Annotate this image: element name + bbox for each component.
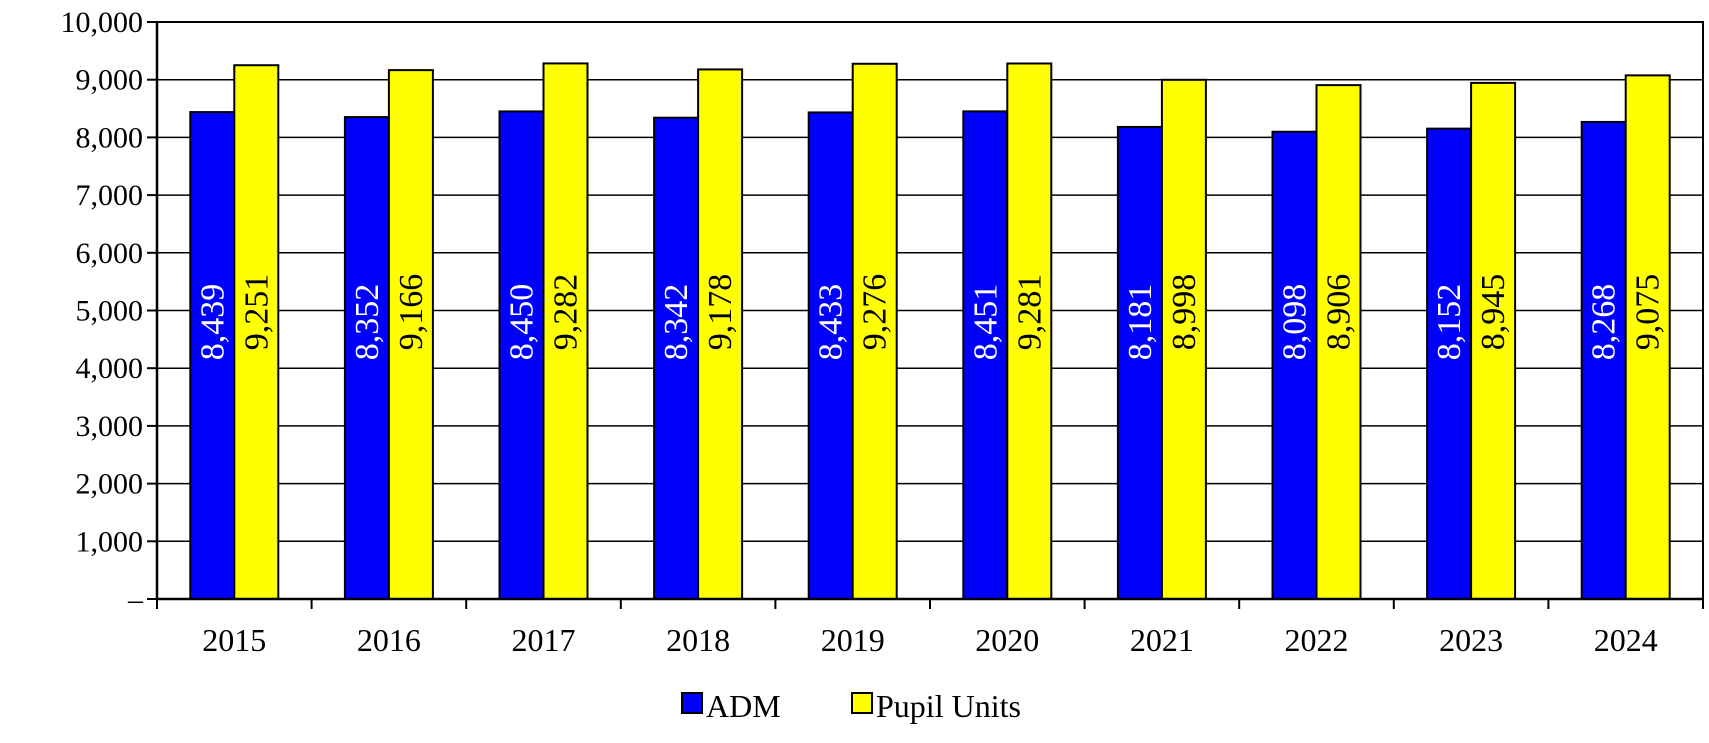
data-label: 9,075 — [1630, 274, 1667, 351]
bar-adm — [807, 111, 854, 601]
bar-adm — [1271, 130, 1318, 601]
data-label: 8,906 — [1321, 274, 1358, 351]
axes — [147, 21, 1704, 609]
data-label: 8,945 — [1475, 274, 1512, 351]
bar-pupil-units — [387, 69, 434, 600]
data-label: 8,098 — [1277, 284, 1314, 361]
y-tick-label: 7,000 — [76, 179, 144, 212]
y-tick-label: – — [127, 583, 144, 616]
legend-swatch — [851, 692, 873, 714]
data-label: 8,181 — [1122, 284, 1159, 361]
data-label: 8,998 — [1166, 274, 1203, 351]
data-label: 9,166 — [393, 274, 430, 351]
bar-adm — [189, 111, 236, 600]
legend-item-pupil-units: Pupil Units — [851, 688, 1021, 724]
y-tick-label: 2,000 — [76, 468, 144, 501]
data-label: 8,450 — [504, 284, 541, 361]
bar-pupil-units — [697, 68, 744, 601]
x-tick-label: 2022 — [1285, 622, 1349, 658]
x-tick-label: 2019 — [821, 622, 885, 658]
data-label: 8,268 — [1586, 284, 1623, 361]
y-tick-label: 6,000 — [76, 237, 144, 270]
data-labels: 8,439 9,251 8,352 9,166 8,450 9,282 8,342 9,178… — [194, 274, 1666, 361]
x-tick-label: 2021 — [1130, 622, 1194, 658]
data-label: 9,276 — [857, 274, 894, 351]
data-label: 9,178 — [702, 274, 739, 351]
x-tick-label: 2017 — [512, 622, 576, 658]
bar-adm — [1116, 125, 1163, 600]
data-label: 8,352 — [349, 284, 386, 361]
legend-swatch — [681, 692, 703, 714]
y-axis-tick-labels: – 1,000 2,000 3,000 4,000 5,000 6,000 7,000 8,00… — [61, 6, 145, 616]
y-tick-label: 5,000 — [76, 295, 144, 328]
data-label: 8,439 — [194, 284, 231, 361]
bar-pupil-units — [1160, 78, 1207, 600]
bar-pupil-units — [1624, 74, 1671, 600]
x-tick-label: 2024 — [1594, 622, 1658, 658]
y-tick-label: 1,000 — [76, 525, 144, 558]
y-tick-label: 8,000 — [76, 121, 144, 154]
bar-pupil-units — [1006, 62, 1053, 600]
bar-pupil-units — [542, 62, 589, 601]
x-tick-label: 2015 — [202, 622, 266, 658]
x-tick-label: 2016 — [357, 622, 421, 658]
data-label: 8,433 — [813, 284, 850, 361]
x-axis-tick-labels: 2015 2016 2017 2018 2019 2020 2021 2022 2023 2024 — [202, 622, 1657, 658]
data-label: 9,282 — [548, 274, 585, 351]
bar-adm — [1580, 120, 1627, 600]
data-label: 8,451 — [967, 284, 1004, 361]
x-tick-label: 2020 — [975, 622, 1039, 658]
x-tick-label: 2018 — [666, 622, 730, 658]
data-label: 9,281 — [1011, 274, 1048, 351]
data-label: 9,251 — [238, 274, 275, 351]
y-tick-label: 9,000 — [76, 64, 144, 97]
data-label: 8,152 — [1431, 284, 1468, 361]
legend-label: ADM — [706, 688, 781, 724]
y-tick-label: 4,000 — [76, 352, 144, 385]
bar-adm — [343, 116, 390, 600]
legend-item-adm: ADM — [681, 688, 781, 724]
y-tick-label: 3,000 — [76, 410, 144, 443]
bar-adm — [498, 110, 545, 600]
legend-label: Pupil Units — [876, 688, 1021, 724]
bar-adm — [1426, 127, 1473, 600]
y-tick-label: 10,000 — [61, 6, 144, 39]
bar-adm — [962, 110, 1009, 601]
data-label: 8,342 — [658, 284, 695, 361]
x-tick-label: 2023 — [1439, 622, 1503, 658]
legend: ADM Pupil Units — [681, 688, 1021, 724]
